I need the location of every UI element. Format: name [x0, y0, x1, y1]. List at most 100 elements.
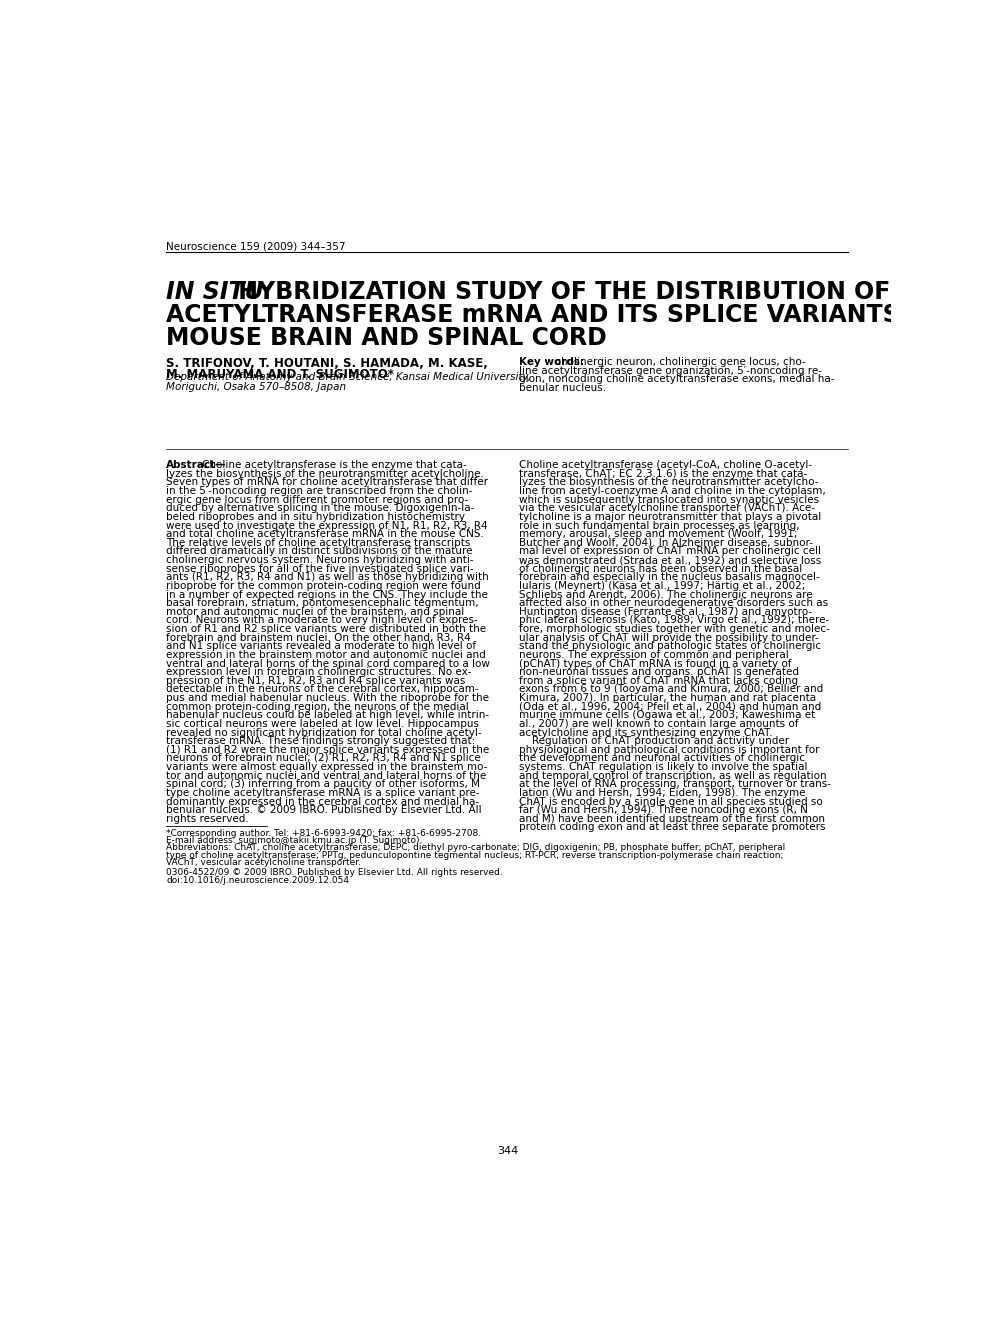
Text: and total choline acetyltransferase mRNA in the mouse CNS.: and total choline acetyltransferase mRNA…: [166, 529, 484, 540]
Text: the development and neuronal activities of cholinergic: the development and neuronal activities …: [519, 754, 805, 763]
Text: lularis (Meynert) (Käsa et al., 1997; Härtig et al., 2002;: lularis (Meynert) (Käsa et al., 1997; Hä…: [519, 581, 806, 591]
Text: Kimura, 2007). In particular, the human and rat placenta: Kimura, 2007). In particular, the human …: [519, 693, 816, 704]
Text: *Corresponding author. Tel: +81-6-6993-9420; fax: +81-6-6995-2708.: *Corresponding author. Tel: +81-6-6993-9…: [166, 829, 481, 838]
Text: which is subsequently translocated into synaptic vesicles: which is subsequently translocated into …: [519, 495, 819, 504]
Text: Neuroscience 159 (2009) 344–357: Neuroscience 159 (2009) 344–357: [166, 242, 346, 252]
Text: Schliebs and Arendt, 2006). The cholinergic neurons are: Schliebs and Arendt, 2006). The choliner…: [519, 590, 813, 599]
Text: (1) R1 and R2 were the major splice variants expressed in the: (1) R1 and R2 were the major splice vari…: [166, 744, 490, 755]
Text: ergic gene locus from different promoter regions and pro-: ergic gene locus from different promoter…: [166, 495, 468, 504]
Text: neurons. The expression of common and peripheral: neurons. The expression of common and pe…: [519, 649, 789, 660]
Text: of cholinergic neurons has been observed in the basal: of cholinergic neurons has been observed…: [519, 564, 802, 574]
Text: systems. ChAT regulation is likely to involve the spatial: systems. ChAT regulation is likely to in…: [519, 762, 808, 772]
Text: dominantly expressed in the cerebral cortex and medial ha-: dominantly expressed in the cerebral cor…: [166, 796, 479, 807]
Text: lyzes the biosynthesis of the neurotransmitter acetylcholine.: lyzes the biosynthesis of the neurotrans…: [166, 469, 484, 479]
Text: ventral and lateral horns of the spinal cord compared to a low: ventral and lateral horns of the spinal …: [166, 659, 490, 669]
Text: transferase mRNA. These findings strongly suggested that:: transferase mRNA. These findings strongl…: [166, 737, 475, 746]
Text: al., 2007) are well known to contain large amounts of: al., 2007) are well known to contain lar…: [519, 719, 799, 729]
Text: in a number of expected regions in the CNS. They include the: in a number of expected regions in the C…: [166, 590, 488, 599]
Text: MOUSE BRAIN AND SPINAL CORD: MOUSE BRAIN AND SPINAL CORD: [166, 326, 607, 350]
Text: pression of the N1, R1, R2, R3 and R4 splice variants was: pression of the N1, R1, R2, R3 and R4 sp…: [166, 676, 465, 686]
Text: M. MARUYAMA AND T. SUGIMOTO*: M. MARUYAMA AND T. SUGIMOTO*: [166, 368, 394, 381]
Text: S. TRIFONOV, T. HOUTANI, S. HAMADA, M. KASE,: S. TRIFONOV, T. HOUTANI, S. HAMADA, M. K…: [166, 358, 488, 370]
Text: gion, noncoding choline acetyltransferase exons, medial ha-: gion, noncoding choline acetyltransferas…: [519, 375, 835, 384]
Text: phic lateral sclerosis (Kato, 1989; Virgo et al., 1992); there-: phic lateral sclerosis (Kato, 1989; Virg…: [519, 615, 830, 626]
Text: Regulation of ChAT production and activity under: Regulation of ChAT production and activi…: [519, 737, 789, 746]
Text: and temporal control of transcription, as well as regulation: and temporal control of transcription, a…: [519, 771, 827, 780]
Text: habenular nucleus could be labeled at high level, while intrin-: habenular nucleus could be labeled at hi…: [166, 710, 489, 721]
Text: Choline acetyltransferase (acetyl-CoA, choline O-acetyl-: Choline acetyltransferase (acetyl-CoA, c…: [519, 461, 812, 470]
Text: rights reserved.: rights reserved.: [166, 814, 249, 824]
Text: stand the physiologic and pathologic states of cholinergic: stand the physiologic and pathologic sta…: [519, 642, 821, 651]
Text: Abstract—: Abstract—: [166, 461, 227, 470]
Text: from a splice variant of ChAT mRNA that lacks coding: from a splice variant of ChAT mRNA that …: [519, 676, 798, 686]
Text: expression level in forebrain cholinergic structures. No ex-: expression level in forebrain cholinergi…: [166, 667, 472, 677]
Text: memory, arousal, sleep and movement (Woolf, 1991;: memory, arousal, sleep and movement (Woo…: [519, 529, 798, 540]
Text: fore, morphologic studies together with genetic and molec-: fore, morphologic studies together with …: [519, 624, 830, 634]
Text: revealed no significant hybridization for total choline acetyl-: revealed no significant hybridization fo…: [166, 727, 482, 738]
Text: ChAT is encoded by a single gene in all species studied so: ChAT is encoded by a single gene in all …: [519, 796, 823, 807]
Text: role in such fundamental brain processes as learning,: role in such fundamental brain processes…: [519, 520, 800, 531]
Text: line from acetyl-coenzyme A and choline in the cytoplasm,: line from acetyl-coenzyme A and choline …: [519, 486, 826, 496]
Text: in the 5′-noncoding region are transcribed from the cholin-: in the 5′-noncoding region are transcrib…: [166, 486, 473, 496]
Text: spinal cord; (3) inferring from a paucity of other isoforms, M: spinal cord; (3) inferring from a paucit…: [166, 779, 480, 789]
Text: IN SITU: IN SITU: [166, 280, 264, 304]
Text: and M) have been identified upstream of the first common: and M) have been identified upstream of …: [519, 814, 825, 824]
Text: Huntington disease (Ferrante et al., 1987) and amyotro-: Huntington disease (Ferrante et al., 198…: [519, 607, 812, 616]
Text: Choline acetyltransferase is the enzyme that cata-: Choline acetyltransferase is the enzyme …: [202, 461, 466, 470]
Text: 344: 344: [497, 1146, 518, 1155]
Text: at the level of RNA processing, transport, turnover or trans-: at the level of RNA processing, transpor…: [519, 779, 831, 789]
Text: pus and medial habenular nucleus. With the riboprobe for the: pus and medial habenular nucleus. With t…: [166, 693, 489, 704]
Text: lation (Wu and Hersh, 1994; Eiden, 1998). The enzyme: lation (Wu and Hersh, 1994; Eiden, 1998)…: [519, 788, 806, 799]
Text: detectable in the neurons of the cerebral cortex, hippocam-: detectable in the neurons of the cerebra…: [166, 685, 479, 694]
Text: was demonstrated (Strada et al., 1992) and selective loss: was demonstrated (Strada et al., 1992) a…: [519, 556, 822, 565]
Text: protein coding exon and at least three separate promoters: protein coding exon and at least three s…: [519, 822, 826, 833]
Text: far (Wu and Hersh, 1994). Three noncoding exons (R, N: far (Wu and Hersh, 1994). Three noncodin…: [519, 805, 808, 816]
Text: 0306-4522/09 © 2009 IBRO. Published by Elsevier Ltd. All rights reserved.: 0306-4522/09 © 2009 IBRO. Published by E…: [166, 869, 503, 878]
Text: exons from 6 to 9 (Tooyama and Kimura, 2000; Bellier and: exons from 6 to 9 (Tooyama and Kimura, 2…: [519, 685, 824, 694]
Text: Key words:: Key words:: [519, 358, 584, 367]
Text: type choline acetyltransferase mRNA is a splice variant pre-: type choline acetyltransferase mRNA is a…: [166, 788, 480, 799]
Text: common protein-coding region, the neurons of the medial: common protein-coding region, the neuron…: [166, 702, 469, 711]
Text: VAChT, vesicular acetylcholine transporter.: VAChT, vesicular acetylcholine transport…: [166, 858, 361, 867]
Text: non-neuronal tissues and organs. pChAT is generated: non-neuronal tissues and organs. pChAT i…: [519, 667, 799, 677]
Text: murine immune cells (Ogawa et al., 2003; Kaweshima et: murine immune cells (Ogawa et al., 2003;…: [519, 710, 815, 721]
Text: physiological and pathological conditions is important for: physiological and pathological condition…: [519, 744, 820, 755]
Text: Abbreviations: ChAT, choline acetyltransferase; DEPC, diethyl pyro-carbonate; DI: Abbreviations: ChAT, choline acetyltrans…: [166, 843, 786, 853]
Text: (pChAT) types of ChAT mRNA is found in a variety of: (pChAT) types of ChAT mRNA is found in a…: [519, 659, 791, 669]
Text: line acetyltransferase gene organization, 5′-noncoding re-: line acetyltransferase gene organization…: [519, 366, 822, 376]
Text: differed dramatically in distinct subdivisions of the mature: differed dramatically in distinct subdiv…: [166, 546, 473, 557]
Text: Seven types of mRNA for choline acetyltransferase that differ: Seven types of mRNA for choline acetyltr…: [166, 478, 488, 487]
Text: riboprobe for the common protein-coding region were found: riboprobe for the common protein-coding …: [166, 581, 481, 591]
Text: lyzes the biosynthesis of the neurotransmitter acetylcho-: lyzes the biosynthesis of the neurotrans…: [519, 478, 819, 487]
Text: E-mail address: sugimoto@takii.kmu.ac.jp (T. Sugimoto).: E-mail address: sugimoto@takii.kmu.ac.jp…: [166, 836, 423, 845]
Text: (Oda et al., 1996, 2004; Pfeil et al., 2004) and human and: (Oda et al., 1996, 2004; Pfeil et al., 2…: [519, 702, 822, 711]
Text: HYBRIDIZATION STUDY OF THE DISTRIBUTION OF CHOLINE: HYBRIDIZATION STUDY OF THE DISTRIBUTION …: [230, 280, 990, 304]
Text: affected also in other neurodegenerative disorders such as: affected also in other neurodegenerative…: [519, 598, 828, 609]
Text: Butcher and Woolf, 2004). In Alzheimer disease, subnor-: Butcher and Woolf, 2004). In Alzheimer d…: [519, 537, 813, 548]
Text: transferase, ChAT; EC 2.3.1.6) is the enzyme that cata-: transferase, ChAT; EC 2.3.1.6) is the en…: [519, 469, 807, 479]
Text: basal forebrain, striatum, pontomesencephalic tegmentum,: basal forebrain, striatum, pontomesencep…: [166, 598, 479, 609]
Text: neurons of forebrain nuclei; (2) R1, R2, R3, R4 and N1 splice: neurons of forebrain nuclei; (2) R1, R2,…: [166, 754, 481, 763]
Text: via the vesicular acetylcholine transporter (VAChT). Ace-: via the vesicular acetylcholine transpor…: [519, 503, 815, 513]
Text: benular nucleus.: benular nucleus.: [519, 383, 606, 393]
Text: forebrain and especially in the nucleus basalis magnocel-: forebrain and especially in the nucleus …: [519, 573, 820, 582]
Text: sense riboprobes for all of the five investigated splice vari-: sense riboprobes for all of the five inv…: [166, 564, 474, 574]
Text: ants (R1, R2, R3, R4 and N1) as well as those hybridizing with: ants (R1, R2, R3, R4 and N1) as well as …: [166, 573, 489, 582]
Text: Moriguchi, Osaka 570–8508, Japan: Moriguchi, Osaka 570–8508, Japan: [166, 381, 346, 392]
Text: cholinergic neuron, cholinergic gene locus, cho-: cholinergic neuron, cholinergic gene loc…: [552, 358, 806, 367]
Text: variants were almost equally expressed in the brainstem mo-: variants were almost equally expressed i…: [166, 762, 488, 772]
Text: type of choline acetyltransferase; PPTg, pedunculopontine tegmental nucleus; RT-: type of choline acetyltransferase; PPTg,…: [166, 850, 784, 859]
Text: doi:10.1016/j.neuroscience.2009.12.054: doi:10.1016/j.neuroscience.2009.12.054: [166, 875, 349, 884]
Text: ACETYLTRANSFERASE mRNA AND ITS SPLICE VARIANTS IN THE: ACETYLTRANSFERASE mRNA AND ITS SPLICE VA…: [166, 304, 990, 327]
Text: The relative levels of choline acetyltransferase transcripts: The relative levels of choline acetyltra…: [166, 537, 471, 548]
Text: benular nucleus. © 2009 IBRO. Published by Elsevier Ltd. All: benular nucleus. © 2009 IBRO. Published …: [166, 805, 482, 816]
Text: sic cortical neurons were labeled at low level. Hippocampus: sic cortical neurons were labeled at low…: [166, 719, 479, 729]
Text: sion of R1 and R2 splice variants were distributed in both the: sion of R1 and R2 splice variants were d…: [166, 624, 486, 634]
Text: mal level of expression of ChAT mRNA per cholinergic cell: mal level of expression of ChAT mRNA per…: [519, 546, 821, 557]
Text: Department of Anatomy and Brain Science, Kansai Medical University,: Department of Anatomy and Brain Science,…: [166, 372, 532, 383]
Text: motor and autonomic nuclei of the brainstem, and spinal: motor and autonomic nuclei of the brains…: [166, 607, 464, 616]
Text: tor and autonomic nuclei and ventral and lateral horns of the: tor and autonomic nuclei and ventral and…: [166, 771, 487, 780]
Text: ular analysis of ChAT will provide the possibility to under-: ular analysis of ChAT will provide the p…: [519, 632, 819, 643]
Text: tylcholine is a major neurotransmitter that plays a pivotal: tylcholine is a major neurotransmitter t…: [519, 512, 822, 521]
Text: beled riboprobes and in situ hybridization histochemistry: beled riboprobes and in situ hybridizati…: [166, 512, 465, 521]
